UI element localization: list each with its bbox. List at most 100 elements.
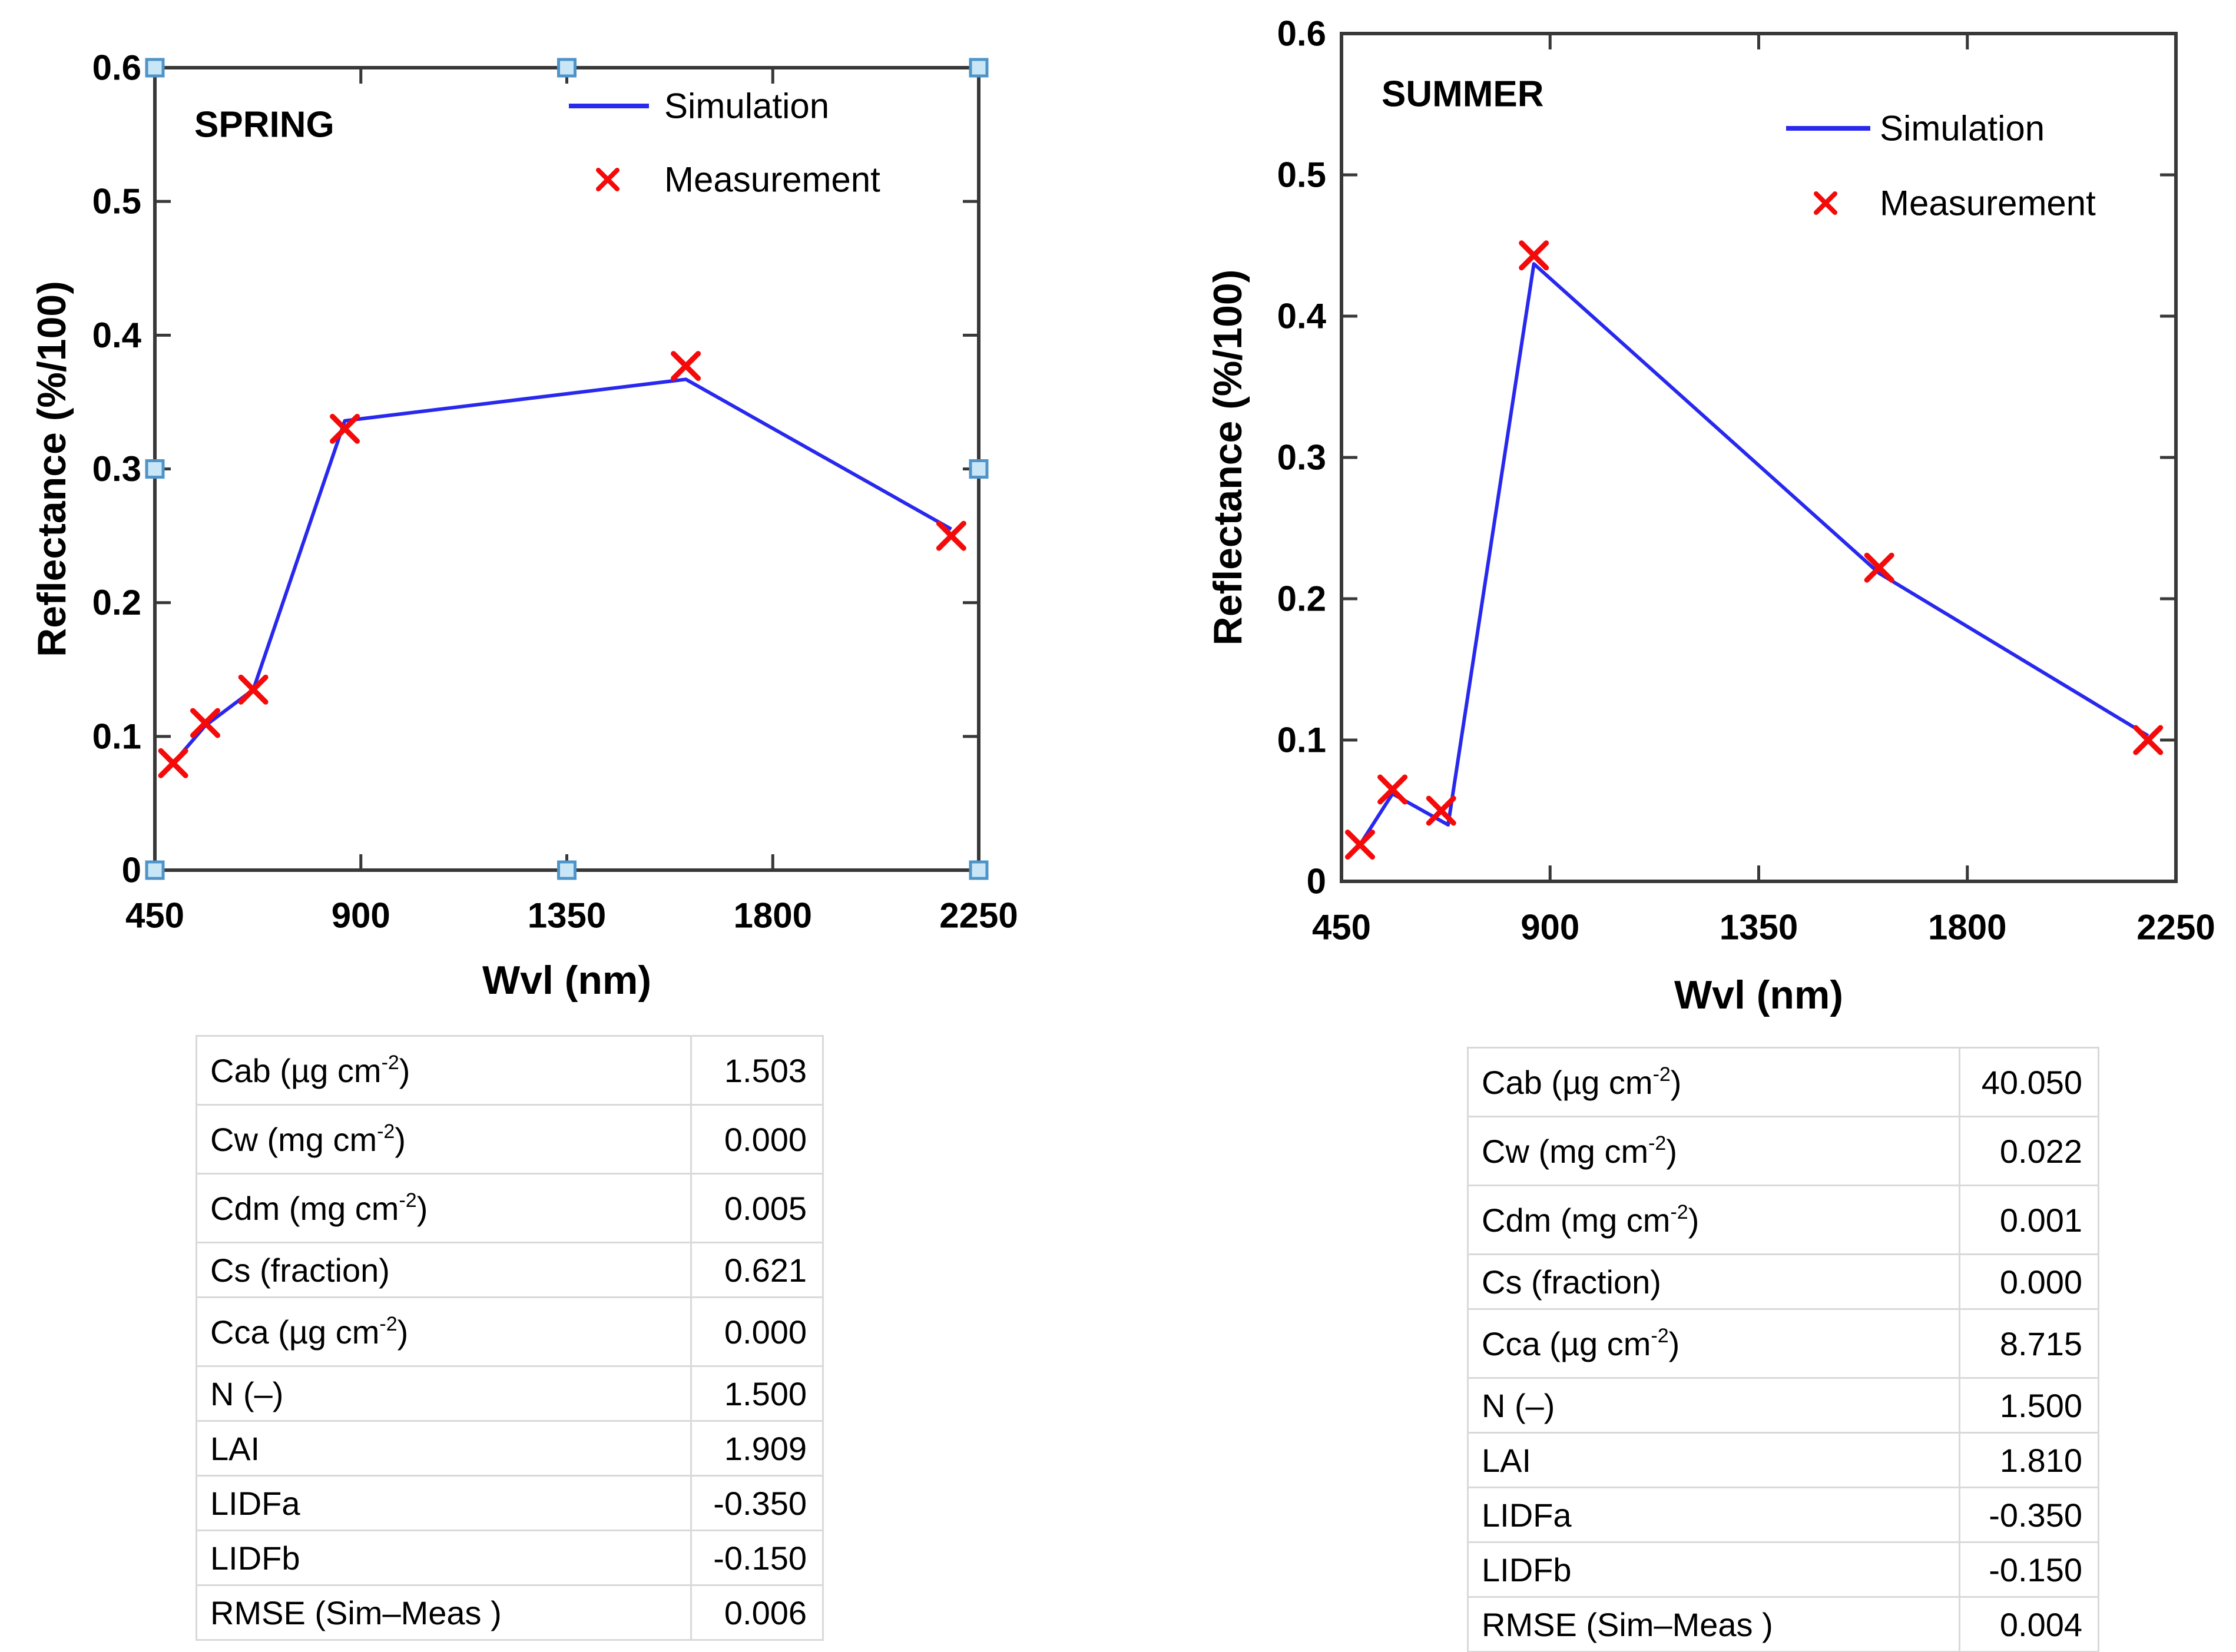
legend-simulation-label: Simulation	[1880, 109, 2045, 148]
table-row: Cs (fraction) 0.000	[1467, 1253, 2099, 1310]
y-axis-label: Reflectance (%/100)	[1205, 270, 1250, 646]
param-label-cell: Cs (fraction)	[196, 1242, 692, 1298]
axes-selection-handle[interactable]	[145, 58, 165, 78]
table-row: RMSE (Sim–Meas ) 0.004	[1467, 1596, 2099, 1652]
table-row: Cs (fraction) 0.621	[196, 1242, 824, 1298]
param-value-cell: -0.350	[1959, 1487, 2099, 1543]
param-value-cell: 0.005	[690, 1173, 824, 1243]
table-row: Cca (µg cm-2) 0.000	[196, 1296, 824, 1367]
param-label-cell: N (–)	[1467, 1377, 1960, 1434]
param-label-cell: LAI	[1467, 1432, 1960, 1488]
param-label-cell: Cab (µg cm-2)	[1467, 1047, 1960, 1117]
y-tick-label: 0.1	[92, 716, 141, 756]
measurement-marker	[1864, 552, 1894, 583]
x-tick-label: 450	[1312, 908, 1371, 947]
param-value-cell: 0.004	[1959, 1596, 2099, 1652]
unit-superscript: -2	[379, 1312, 397, 1335]
y-tick-label: 0	[1307, 862, 1326, 901]
y-tick-label: 0	[122, 851, 141, 890]
table-row: Cdm (mg cm-2) 0.001	[1467, 1185, 2099, 1255]
param-label-cell: Cdm (mg cm-2)	[1467, 1185, 1960, 1255]
x-tick-label: 1350	[1720, 908, 1798, 947]
param-label-cell: N (–)	[196, 1365, 692, 1422]
x-axis-label: Wvl (nm)	[1674, 973, 1843, 1017]
param-value-cell: 1.909	[690, 1420, 824, 1477]
measurement-marker	[2133, 725, 2164, 755]
param-label-cell: LIDFa	[1467, 1487, 1960, 1543]
table-row: Cw (mg cm-2) 0.000	[196, 1104, 824, 1175]
axes-selection-handle[interactable]	[557, 860, 577, 880]
table-row: LIDFa -0.350	[1467, 1487, 2099, 1543]
y-tick-label: 0.6	[1277, 14, 1326, 54]
param-value-cell: 1.500	[690, 1365, 824, 1422]
y-tick-label: 0.3	[1277, 438, 1326, 477]
y-tick-label: 0.2	[1277, 579, 1326, 619]
x-tick-label: 1800	[1928, 908, 2006, 947]
table-row: Cca (µg cm-2) 8.715	[1467, 1308, 2099, 1379]
axes-selection-handle[interactable]	[969, 459, 989, 479]
x-tick-label: 1800	[734, 896, 812, 936]
param-value-cell: -0.150	[690, 1530, 824, 1586]
measurement-marker	[1519, 240, 1549, 271]
table-row: Cdm (mg cm-2) 0.005	[196, 1173, 824, 1243]
plot-box	[1340, 32, 2178, 883]
unit-superscript: -2	[1648, 1132, 1667, 1155]
simulation-line	[1358, 262, 2149, 846]
y-tick-label: 0.4	[1277, 297, 1327, 336]
measurement-marker	[158, 748, 188, 778]
measurement-marker	[238, 674, 269, 705]
param-value-cell: 1.500	[1959, 1377, 2099, 1434]
param-label-cell: LIDFb	[1467, 1541, 1960, 1598]
chart-title: SPRING	[194, 105, 334, 145]
param-value-cell: 0.006	[690, 1584, 824, 1641]
table-row: N (–) 1.500	[1467, 1377, 2099, 1434]
legend-simulation-label: Simulation	[664, 87, 829, 126]
axes-selection-handle[interactable]	[969, 860, 989, 880]
measurement-marker	[671, 351, 701, 382]
table-row: LIDFa -0.350	[196, 1475, 824, 1531]
parameter-table-spring: Cab (µg cm-2) 1.503 Cw (mg cm-2) 0.000 Cdm (…	[196, 1035, 824, 1641]
unit-superscript: -2	[1651, 1324, 1669, 1347]
table-row: Cab (µg cm-2) 40.050	[1467, 1047, 2099, 1117]
x-tick-label: 2250	[2136, 908, 2215, 947]
param-label-cell: LIDFb	[196, 1530, 692, 1586]
param-label-cell: Cw (mg cm-2)	[196, 1104, 692, 1175]
measurement-marker	[936, 520, 966, 551]
measurement-marker	[330, 413, 360, 444]
unit-superscript: -2	[377, 1120, 395, 1143]
param-value-cell: 0.000	[690, 1104, 824, 1175]
y-tick-label: 0.2	[92, 583, 141, 622]
legend-measurement-label: Measurement	[664, 160, 880, 200]
axes-selection-handle[interactable]	[145, 459, 165, 479]
chart-title: SUMMER	[1382, 74, 1544, 115]
param-label-cell: RMSE (Sim–Meas )	[1467, 1596, 1960, 1652]
legend-x-sample	[596, 168, 620, 191]
y-tick-label: 0.4	[92, 316, 142, 355]
measurement-marker	[1426, 795, 1456, 826]
table-row: LIDFb -0.150	[196, 1530, 824, 1586]
param-value-cell: -0.150	[1959, 1541, 2099, 1598]
unit-superscript: -2	[1652, 1063, 1671, 1086]
param-value-cell: 0.000	[1959, 1253, 2099, 1310]
y-tick-label: 0.5	[92, 182, 141, 221]
x-tick-label: 450	[125, 896, 184, 936]
axes-selection-handle[interactable]	[969, 58, 989, 78]
axes-selection-handle[interactable]	[557, 58, 577, 78]
param-value-cell: 0.000	[690, 1296, 824, 1367]
y-tick-label: 0.6	[92, 48, 141, 88]
param-label-cell: Cw (mg cm-2)	[1467, 1116, 1960, 1186]
axes-selection-handle[interactable]	[145, 860, 165, 880]
summer-chart: 450 900 1350 1800 2250 0 0.1 0.2 0.3 0.4 0.5 0.6 Wvl…	[1205, 14, 2215, 1018]
param-value-cell: -0.350	[690, 1475, 824, 1531]
y-tick-label: 0.3	[92, 449, 141, 489]
table-row: LIDFb -0.150	[1467, 1541, 2099, 1598]
y-axis-label: Reflectance (%/100)	[29, 281, 74, 657]
table-row: Cab (µg cm-2) 1.503	[196, 1035, 824, 1106]
param-value-cell: 0.621	[690, 1242, 824, 1298]
legend-x-sample	[1814, 191, 1837, 215]
measurement-marker	[1344, 830, 1375, 860]
param-label-cell: RMSE (Sim–Meas )	[196, 1584, 692, 1641]
table-row: LAI 1.810	[1467, 1432, 2099, 1488]
